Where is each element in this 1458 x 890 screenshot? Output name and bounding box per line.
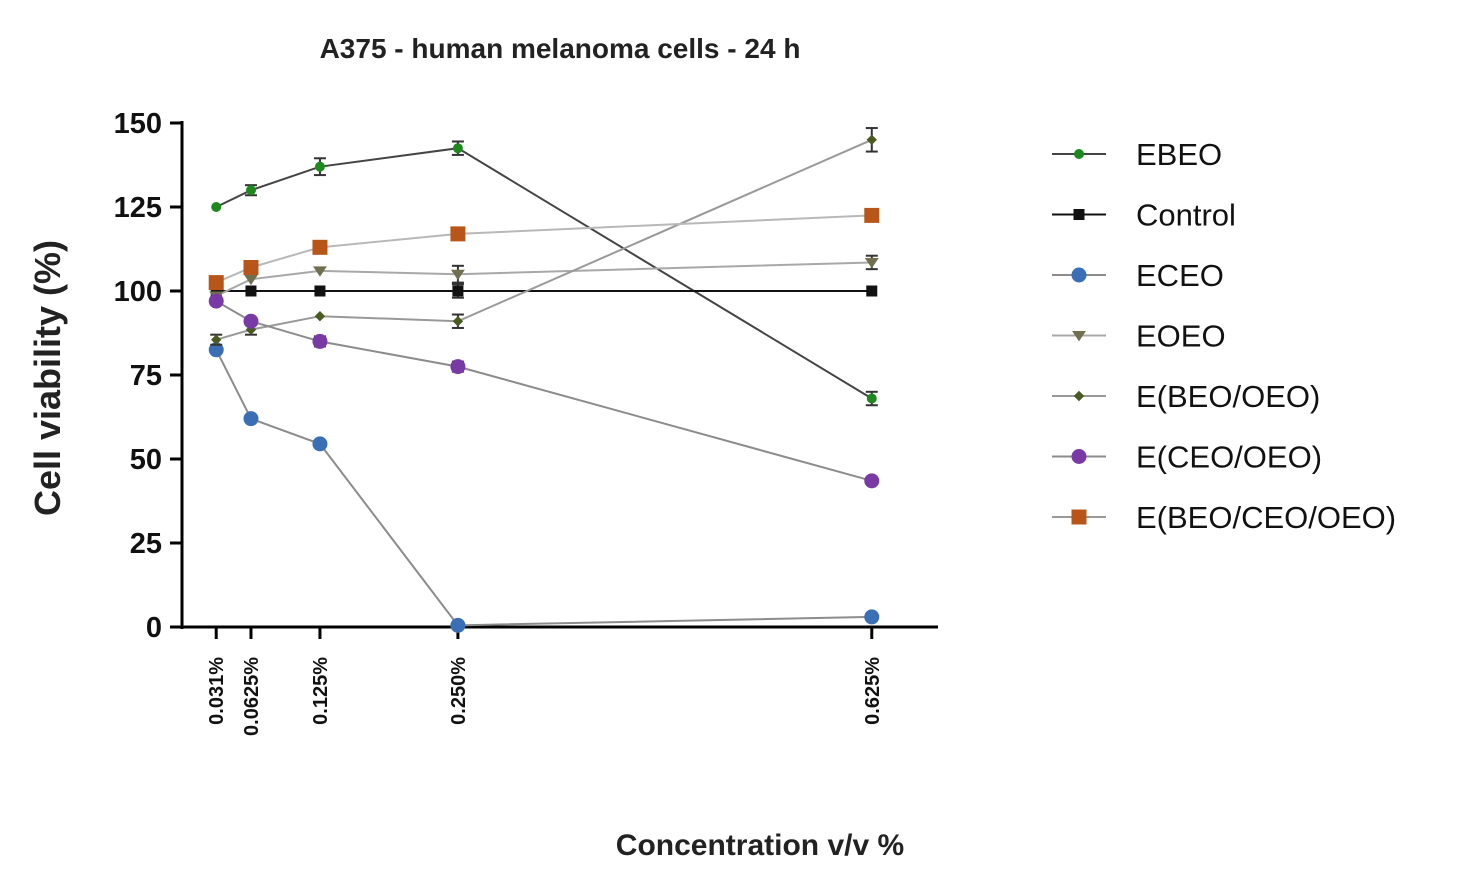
series-control-point (866, 285, 878, 297)
x-ticks: 0.031% 0.0625% 0.125% 0.250% 0.625% (206, 627, 884, 736)
y-tick-label: 125 (114, 192, 162, 224)
legend-label: E(CEO/OEO) (1136, 440, 1322, 475)
legend: EBEO Control ECEO EOEO E(BEO/OEO) E(CEO/OEO) E… (1052, 137, 1396, 535)
legend-item-e-beo-ceo-oeo: E(BEO/CEO/OEO) (1052, 500, 1396, 535)
series-e-ceo-oeo-point (208, 293, 224, 309)
series-control-point (245, 285, 257, 297)
y-tick-label: 50 (130, 444, 162, 476)
legend-item-e-beo-oeo: E(BEO/OEO) (1052, 379, 1320, 414)
series-e-ceo-oeo-point (243, 313, 259, 329)
axes (180, 121, 938, 629)
legend-marker (1071, 449, 1087, 464)
legend-label: E(BEO/OEO) (1136, 379, 1320, 414)
legend-marker (1071, 267, 1087, 283)
series-eceo (208, 342, 880, 633)
series-e-beo-oeo-point (314, 310, 326, 322)
x-tick-label: 0.031% (206, 657, 228, 725)
series-ebeo-line (215, 147, 873, 400)
series-e-ceo-oeo (208, 293, 880, 489)
series-e-beo-ceo-oeo-point (312, 239, 328, 255)
x-tick-label: 0.625% (862, 657, 884, 725)
legend-marker (1072, 331, 1086, 342)
series-e-beo-ceo-oeo-point (243, 259, 259, 275)
x-tick-label: 0.125% (310, 657, 332, 725)
series-eceo-point (243, 411, 259, 427)
x-tick-label: 0.0625% (241, 657, 263, 736)
series-e-beo-ceo-oeo-point (864, 207, 880, 223)
series-eceo-point (864, 609, 880, 625)
legend-label: Control (1136, 198, 1236, 233)
series-eoeo-point (450, 269, 465, 281)
series-e-ceo-oeo-line (215, 300, 873, 482)
legend-marker (1073, 390, 1085, 402)
legend-item-eceo: ECEO (1052, 258, 1224, 293)
series-control (210, 283, 878, 299)
series-eoeo-point (244, 274, 258, 286)
series-ebeo-point (452, 143, 463, 154)
legend-marker (1073, 209, 1085, 220)
x-tick-label: 0.250% (448, 657, 470, 725)
legend-item-e-ceo-oeo: E(CEO/OEO) (1052, 440, 1322, 475)
series-e-beo-oeo-point (866, 134, 877, 146)
series-control-point (314, 285, 326, 297)
y-tick-label: 75 (130, 360, 162, 392)
y-tick-label: 150 (114, 108, 162, 140)
legend-marker (1074, 149, 1084, 159)
series-control-point (452, 285, 464, 297)
series-eoeo (209, 254, 879, 302)
legend-label: E(BEO/CEO/OEO) (1136, 500, 1396, 535)
series-e-beo-ceo-oeo-point (208, 275, 224, 291)
series-eceo-point (450, 617, 466, 633)
legend-marker (1071, 509, 1087, 525)
legend-label: EOEO (1136, 319, 1226, 354)
series-ebeo-point (245, 185, 256, 196)
y-tick-label: 0 (146, 612, 162, 644)
plot-area (208, 127, 880, 633)
chart-title: A375 - human melanoma cells - 24 h (320, 33, 801, 64)
series-ebeo-point (314, 161, 325, 172)
legend-item-eoeo: EOEO (1052, 319, 1226, 354)
series-e-beo-ceo-oeo-point (450, 226, 466, 242)
legend-label: EBEO (1136, 137, 1222, 172)
y-axis-title: Cell viability (%) (27, 240, 68, 516)
series-e-ceo-oeo-point (450, 359, 466, 375)
series-eceo-point (312, 436, 328, 452)
series-ebeo (211, 140, 878, 407)
series-e-beo-oeo (210, 127, 878, 346)
y-ticks: 0 25 50 75 100 125 150 (114, 108, 182, 644)
series-e-beo-oeo-point (211, 334, 222, 345)
y-tick-label: 25 (130, 528, 162, 560)
legend-label: ECEO (1136, 258, 1224, 293)
series-eoeo-point (313, 266, 327, 277)
series-ebeo-point (866, 393, 877, 404)
series-e-beo-oeo-point (452, 316, 464, 327)
series-ebeo-point (211, 202, 222, 212)
y-tick-label: 100 (114, 276, 162, 308)
series-e-beo-oeo-line (215, 138, 873, 341)
series-e-beo-ceo-oeo (208, 207, 880, 291)
series-e-ceo-oeo-point (312, 333, 328, 349)
series-e-ceo-oeo-point (864, 473, 880, 489)
legend-item-ebeo: EBEO (1052, 137, 1222, 172)
series-eoeo-point (864, 257, 879, 269)
legend-item-control: Control (1052, 198, 1236, 233)
x-axis-title: Concentration v/v % (616, 829, 904, 862)
